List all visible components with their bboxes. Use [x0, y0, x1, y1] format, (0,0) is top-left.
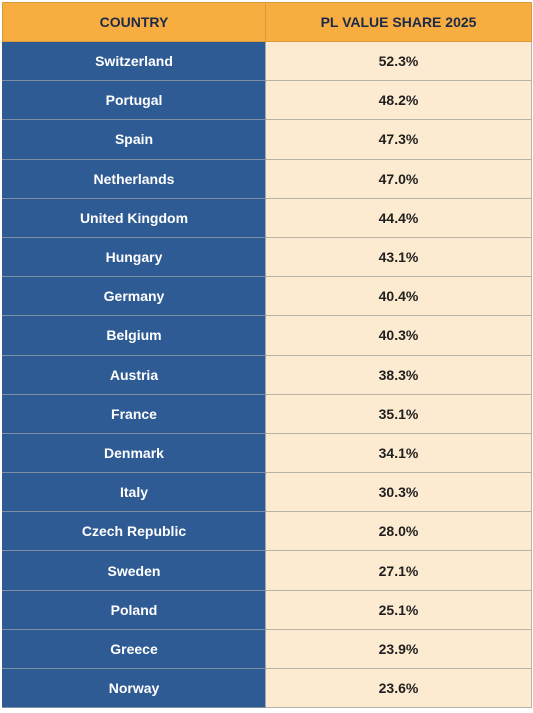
table-row: Germany 40.4%: [2, 276, 532, 317]
table-row: Hungary 43.1%: [2, 237, 532, 278]
value-share-cell: 47.0%: [265, 159, 532, 199]
country-cell: Denmark: [2, 433, 266, 474]
table-row: Czech Republic 28.0%: [2, 511, 532, 552]
country-cell: Switzerland: [2, 41, 266, 82]
value-share-cell: 48.2%: [265, 80, 532, 121]
table-row: Denmark 34.1%: [2, 433, 532, 474]
value-share-cell: 52.3%: [265, 41, 532, 82]
country-cell: Spain: [2, 119, 266, 160]
country-cell: France: [2, 394, 266, 434]
country-cell: Italy: [2, 472, 266, 513]
value-share-cell: 27.1%: [265, 550, 532, 591]
value-share-cell: 28.0%: [265, 511, 532, 552]
value-share-cell: 47.3%: [265, 119, 532, 160]
column-header-pl-value-share: PL VALUE SHARE 2025: [265, 2, 532, 42]
table-row: Austria 38.3%: [2, 355, 532, 395]
table-row: Italy 30.3%: [2, 472, 532, 513]
country-cell: Hungary: [2, 237, 266, 278]
value-share-cell: 44.4%: [265, 198, 532, 238]
value-share-cell: 34.1%: [265, 433, 532, 474]
table-row: Netherlands 47.0%: [2, 159, 532, 199]
country-cell: Netherlands: [2, 159, 266, 199]
value-share-cell: 38.3%: [265, 355, 532, 395]
table-body: Switzerland 52.3% Portugal 48.2% Spain 47.3% N…: [2, 41, 532, 709]
value-share-cell: 23.9%: [265, 629, 532, 670]
country-cell: Czech Republic: [2, 511, 266, 552]
table-row: Sweden 27.1%: [2, 550, 532, 591]
value-share-cell: 40.3%: [265, 315, 532, 356]
table-row: Portugal 48.2%: [2, 80, 532, 121]
table-header-row: COUNTRY PL VALUE SHARE 2025: [2, 2, 532, 42]
value-share-cell: 30.3%: [265, 472, 532, 513]
value-share-cell: 35.1%: [265, 394, 532, 434]
value-share-cell: 25.1%: [265, 590, 532, 630]
value-share-cell: 23.6%: [265, 668, 532, 709]
country-cell: Portugal: [2, 80, 266, 121]
table-row: Poland 25.1%: [2, 590, 532, 630]
table-row: Belgium 40.3%: [2, 315, 532, 356]
value-share-cell: 40.4%: [265, 276, 532, 317]
country-cell: Austria: [2, 355, 266, 395]
country-cell: Germany: [2, 276, 266, 317]
column-header-country: COUNTRY: [2, 2, 266, 42]
table-row: France 35.1%: [2, 394, 532, 434]
country-cell: Sweden: [2, 550, 266, 591]
table-row: Spain 47.3%: [2, 119, 532, 160]
country-cell: Poland: [2, 590, 266, 630]
table-row: United Kingdom 44.4%: [2, 198, 532, 238]
table-row: Norway 23.6%: [2, 668, 532, 709]
value-share-cell: 43.1%: [265, 237, 532, 278]
table-row: Greece 23.9%: [2, 629, 532, 670]
country-cell: United Kingdom: [2, 198, 266, 238]
country-cell: Norway: [2, 668, 266, 709]
country-cell: Greece: [2, 629, 266, 670]
table-row: Switzerland 52.3%: [2, 41, 532, 82]
country-cell: Belgium: [2, 315, 266, 356]
